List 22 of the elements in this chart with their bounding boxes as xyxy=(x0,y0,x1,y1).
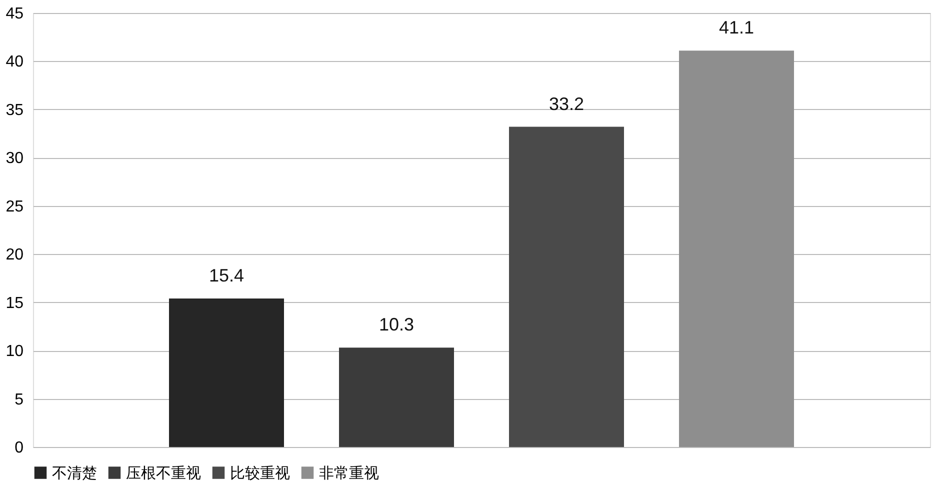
y-tick-label: 40 xyxy=(6,54,24,71)
legend-label: 比较重视 xyxy=(230,464,290,482)
legend-label: 压根不重视 xyxy=(126,464,201,482)
data-label: 10.3 xyxy=(378,314,414,335)
y-tick-label: 35 xyxy=(6,102,24,119)
data-label: 41.1 xyxy=(718,18,754,38)
bar xyxy=(509,126,624,447)
y-tick-label: 10 xyxy=(6,343,24,360)
y-tick-label: 20 xyxy=(6,246,24,264)
bar xyxy=(169,298,284,447)
bar xyxy=(679,50,794,447)
y-tick-label: 25 xyxy=(6,198,24,216)
y-tick-label: 5 xyxy=(14,391,24,408)
y-tick-label: 0 xyxy=(14,440,24,456)
bar xyxy=(339,348,454,447)
data-label: 33.2 xyxy=(548,94,584,114)
data-label: 15.4 xyxy=(208,265,244,286)
legend-label: 不清楚 xyxy=(52,464,97,482)
legend-label: 非常重视 xyxy=(319,464,379,482)
y-tick-label: 45 xyxy=(6,6,24,22)
y-tick-label: 30 xyxy=(6,150,24,168)
y-tick-label: 15 xyxy=(6,294,24,312)
